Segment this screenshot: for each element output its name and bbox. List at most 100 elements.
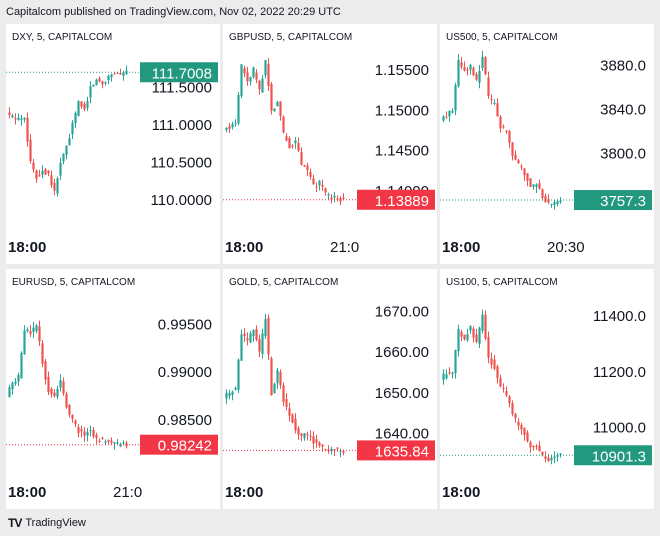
publish-header: Capitalcom published on TradingView.com,… <box>6 6 341 18</box>
candle-body <box>288 408 291 416</box>
last-price-label: 1635.84 <box>375 443 429 460</box>
candle-body <box>508 396 511 404</box>
candle-body <box>550 457 553 461</box>
candle-body <box>20 352 23 379</box>
candle-body <box>472 328 475 338</box>
candle-body <box>556 455 559 457</box>
x-tick-label: 18:00 <box>442 484 480 501</box>
y-tick-label: 111.0000 <box>152 117 212 134</box>
candle-body <box>68 405 71 415</box>
candle-body <box>258 80 261 90</box>
candle-body <box>282 385 285 403</box>
candle-body <box>460 62 463 67</box>
y-tick-label: 1670.00 <box>375 303 429 320</box>
symbol-label: DXY, 5, CAPITALCOM <box>12 32 113 43</box>
candle-body <box>237 359 240 390</box>
candle-body <box>41 343 44 364</box>
candle-body <box>107 75 110 81</box>
candle-body <box>306 434 309 436</box>
chart-panel-gbpusd[interactable]: 1.155001.150001.145001.140001.1388918:00… <box>223 24 437 264</box>
chart-svg[interactable]: 11400.0 11200.0 11000.0 10901.3 18:00 <box>440 269 654 509</box>
candle-body <box>71 122 74 135</box>
chart-svg[interactable]: 1.155001.150001.145001.140001.1388918:00… <box>223 24 437 264</box>
candle-body <box>101 437 104 439</box>
x-tick-label: 18:00 <box>225 484 263 501</box>
candle-body <box>442 116 445 121</box>
candle-body <box>466 69 469 71</box>
chart-svg[interactable]: 3880.0 3840.0 3800.0 3757.3 18:00 20:30 <box>440 24 654 264</box>
candle-body <box>228 393 231 397</box>
candle-body <box>38 326 41 342</box>
candle-body <box>47 376 50 393</box>
candle-body <box>113 73 116 75</box>
candle-body <box>532 445 535 448</box>
chart-svg[interactable]: 111.5000 111.0000 110.5000 110.0000 111.7008… <box>6 24 220 264</box>
candle-body <box>288 138 291 149</box>
candle-body <box>454 349 457 374</box>
candle-body <box>44 169 47 175</box>
candle-body <box>276 370 279 384</box>
chart-panel-us500[interactable]: 3880.0 3840.0 3800.0 3757.3 18:00 20:30 US500… <box>440 24 654 264</box>
candle-body <box>517 160 520 164</box>
candle-body <box>333 449 336 451</box>
candle-body <box>231 124 234 128</box>
chart-panel-dxy[interactable]: 111.5000 111.0000 110.5000 110.0000 111.7008… <box>6 24 220 264</box>
candle-body <box>529 442 532 448</box>
candle-body <box>327 194 330 196</box>
candle-body <box>101 81 104 85</box>
candle-body <box>240 64 243 97</box>
candle-body <box>312 436 315 444</box>
chart-svg[interactable]: 0.99500 0.99000 0.98500 0.98242 18:00 21:0 <box>6 269 220 509</box>
candle-body <box>279 372 282 386</box>
y-tick-label: 1.14500 <box>375 143 429 160</box>
candle-body <box>234 122 237 124</box>
candle-body <box>526 173 529 181</box>
y-tick-label: 110.0000 <box>151 192 212 209</box>
candle-body <box>86 432 89 436</box>
candle-body <box>535 445 538 447</box>
chart-panel-gold[interactable]: 1670.00 1660.00 1650.00 1640.00 1635.84 18:00… <box>223 269 437 509</box>
x-tick-label: 21:0 <box>113 484 142 501</box>
last-price-badge <box>140 434 218 455</box>
symbol-label: EURUSD, 5, CAPITALCOM <box>12 277 136 288</box>
candle-body <box>544 195 547 203</box>
symbol-label: GOLD, 5, CAPITALCOM <box>229 277 339 288</box>
y-tick-label: 11000.0 <box>593 420 646 437</box>
chart-panel-eurusd[interactable]: 0.99500 0.99000 0.98500 0.98242 18:00 21:0 EU… <box>6 269 220 509</box>
candle-body <box>56 178 59 194</box>
candle-body <box>23 330 26 355</box>
candle-body <box>475 334 478 342</box>
candle-body <box>493 103 496 105</box>
candle-body <box>291 145 294 147</box>
candle-body <box>466 334 469 341</box>
candle-body <box>17 374 20 382</box>
y-tick-label: 3800.0 <box>600 145 646 162</box>
candle-body <box>303 165 306 167</box>
last-price-label: 10901.3 <box>592 448 646 465</box>
last-price-badge <box>574 445 652 466</box>
candle-body <box>300 152 303 165</box>
candle-body <box>240 334 243 361</box>
candle-body <box>448 110 451 117</box>
candle-body <box>80 101 83 107</box>
candle-body <box>273 108 276 112</box>
candle-body <box>505 130 508 132</box>
y-tick-label: 1660.00 <box>375 344 429 361</box>
candle-body <box>237 94 240 124</box>
candle-body <box>116 72 119 74</box>
tradingview-brand: TradingView <box>25 517 86 529</box>
candle-body <box>279 101 282 117</box>
candle-body <box>23 117 26 120</box>
tradingview-footer[interactable]: TV TradingView <box>8 516 86 530</box>
candle-body <box>104 441 107 443</box>
chart-panel-us100[interactable]: 11400.0 11200.0 11000.0 10901.3 18:00 US100,… <box>440 269 654 509</box>
candle-body <box>119 72 122 75</box>
candle-body <box>26 118 29 142</box>
candle-body <box>261 333 264 354</box>
candle-body <box>333 195 336 198</box>
candle-body <box>56 388 59 397</box>
candle-body <box>324 449 327 451</box>
candle-body <box>119 443 122 447</box>
symbol-label: US500, 5, CAPITALCOM <box>446 32 558 43</box>
